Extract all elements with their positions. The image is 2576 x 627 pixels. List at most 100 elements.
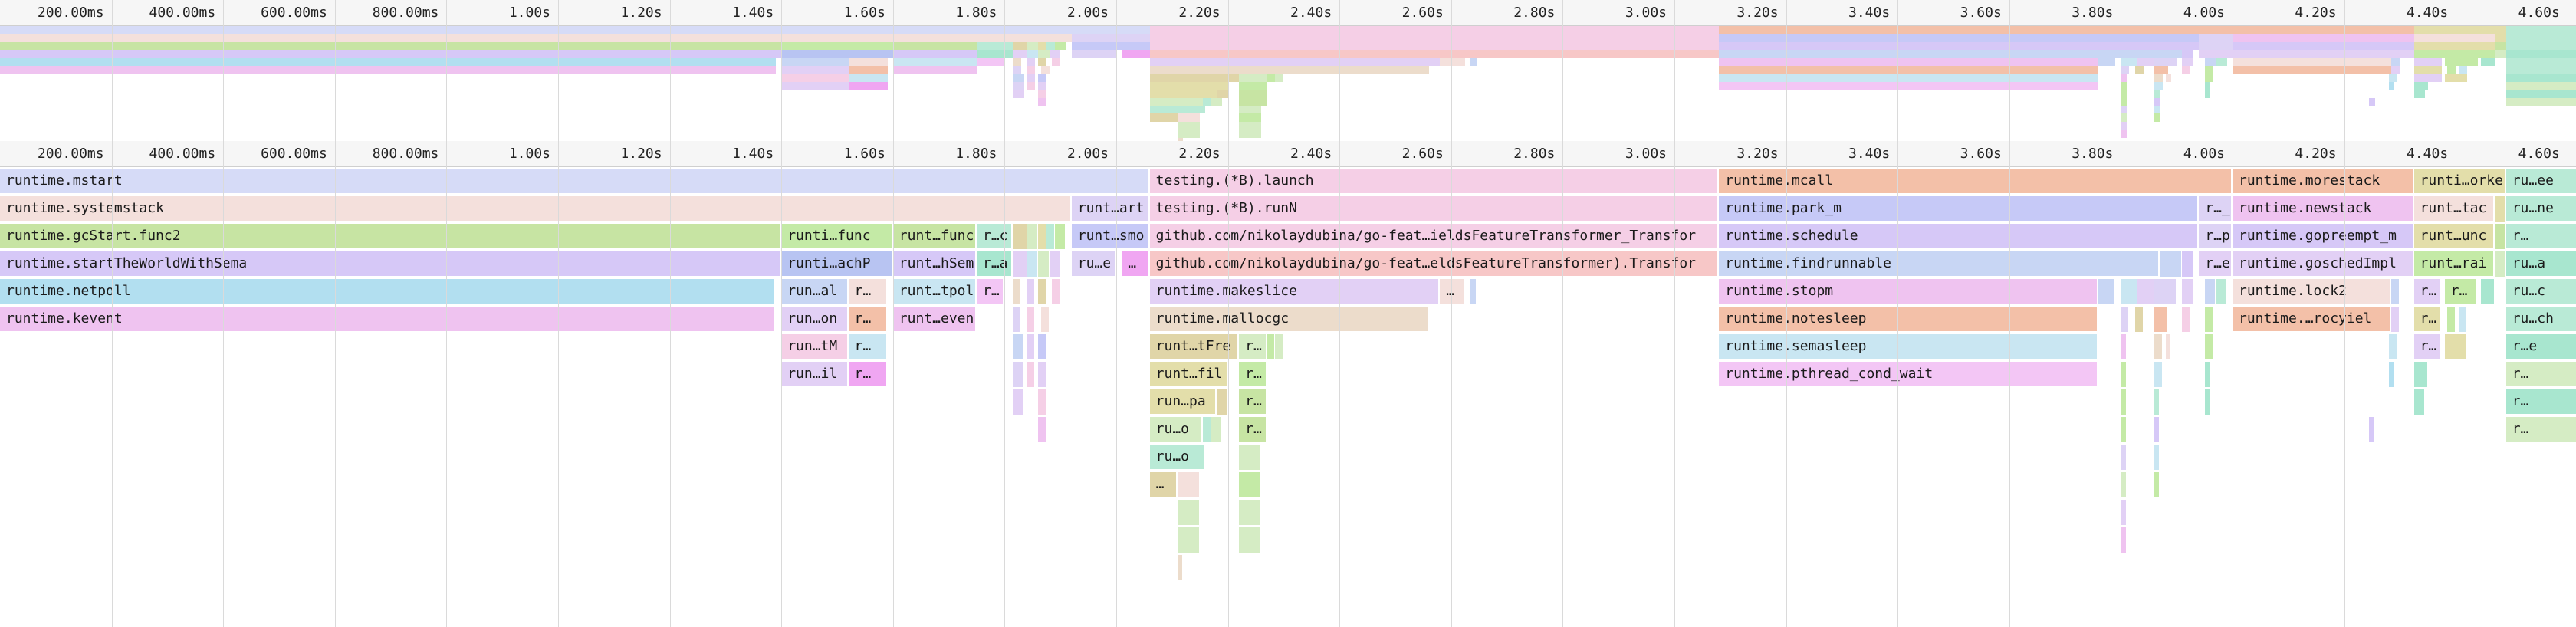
flame-frame[interactable]: r… (2505, 389, 2576, 415)
flame-frame[interactable]: r… (2444, 279, 2479, 305)
flame-frame[interactable] (2216, 279, 2227, 305)
flame-frame[interactable] (2165, 334, 2171, 360)
flame-frame[interactable] (1239, 527, 1262, 553)
flame-frame[interactable] (1040, 307, 1050, 333)
flame-frame[interactable] (2444, 334, 2467, 360)
flame-frame[interactable]: r…e (2199, 251, 2233, 277)
flame-frame[interactable]: r… (1239, 362, 1267, 388)
flame-frame[interactable]: runtime.mallocgc (1149, 307, 1429, 333)
flame-frame[interactable]: testing.(*B).runN (1149, 196, 1720, 222)
flame-frame[interactable]: r…c (977, 224, 1014, 250)
flame-frame[interactable]: r… (2413, 307, 2442, 333)
flame-frame[interactable]: r…a (977, 251, 1014, 277)
flame-frame[interactable] (1038, 279, 1046, 305)
flame-frame[interactable]: runti…achP (781, 251, 893, 277)
flame-frame[interactable] (2413, 389, 2426, 415)
flame-frame[interactable] (1013, 279, 1022, 305)
flame-frame[interactable]: … (1149, 472, 1178, 498)
flame-frame[interactable] (1038, 417, 1046, 443)
flame-frame[interactable]: testing.(*B).launch (1149, 169, 1720, 195)
flame-frame[interactable]: runtime.goschedImpl (2233, 251, 2414, 277)
flame-frame[interactable] (1038, 389, 1046, 415)
flame-frame[interactable]: r… (848, 307, 888, 333)
flame-frame[interactable]: run…al (781, 279, 849, 305)
flame-frame[interactable]: runt…tac (2413, 196, 2496, 222)
flame-frame[interactable] (2121, 527, 2127, 553)
flame-frame[interactable]: ru…ee (2505, 169, 2576, 195)
flame-frame[interactable]: runtime.newstack (2233, 196, 2414, 222)
flame-frame[interactable] (1038, 224, 1046, 250)
flame-frame[interactable]: r… (2413, 334, 2442, 360)
flame-frame[interactable]: runti…func (781, 224, 893, 250)
flame-frame[interactable] (1027, 279, 1036, 305)
flame-frame[interactable] (1178, 555, 1184, 581)
flame-frame[interactable] (2121, 500, 2127, 526)
flame-frame[interactable] (2182, 251, 2194, 277)
flame-frame[interactable] (1178, 472, 1201, 498)
flame-frame[interactable]: run…tM (781, 334, 849, 360)
flame-frame[interactable]: runt…unc (2413, 224, 2496, 250)
flame-frame[interactable]: runt…smo (1071, 224, 1150, 250)
flame-frame[interactable]: r…_ (2199, 196, 2233, 222)
flame-frame[interactable] (2458, 307, 2467, 333)
flame-frame[interactable] (1275, 334, 1284, 360)
flame-frame[interactable] (2204, 279, 2216, 305)
flame-frame[interactable]: runtime.startTheWorldWithSema (0, 251, 782, 277)
flame-frame[interactable] (1013, 334, 1024, 360)
flame-frame[interactable]: r… (1239, 334, 1267, 360)
flame-frame[interactable]: r… (2505, 362, 2576, 388)
flame-frame[interactable] (1013, 307, 1022, 333)
flame-frame[interactable]: runtime.mstart (0, 169, 1150, 195)
flame-frame[interactable]: r… (977, 279, 1005, 305)
flame-frame[interactable]: runtime.findrunnable (1719, 251, 2160, 277)
flame-frame[interactable] (2391, 307, 2400, 333)
flame-frame[interactable] (1013, 251, 1027, 277)
flame-frame[interactable] (1027, 334, 1036, 360)
flame-frame[interactable] (1217, 389, 1228, 415)
flame-frame[interactable] (1013, 224, 1027, 250)
flame-frame[interactable]: runtime.systemstack (0, 196, 1072, 222)
flame-frame[interactable] (2495, 224, 2506, 250)
flame-frame[interactable] (2447, 307, 2456, 333)
flame-frame[interactable]: runtime.lock2 (2233, 279, 2392, 305)
flame-frame[interactable] (1038, 362, 1046, 388)
flame-frame[interactable]: r… (2505, 417, 2576, 443)
flame-frame[interactable]: ru…ch (2505, 307, 2576, 333)
flame-frame[interactable]: run…pa (1149, 389, 1217, 415)
flame-frame[interactable] (1052, 279, 1061, 305)
flame-frame[interactable] (1178, 500, 1201, 526)
flame-frame[interactable] (1239, 500, 1262, 526)
flame-frame[interactable]: ru…e (1071, 251, 1116, 277)
flame-frame[interactable] (2388, 362, 2395, 388)
flame-frame[interactable] (2204, 307, 2213, 333)
flame-frame[interactable] (2204, 362, 2210, 388)
flame-frame[interactable] (2204, 334, 2213, 360)
flame-frame[interactable]: r… (2413, 279, 2442, 305)
flame-frame[interactable] (1027, 362, 1036, 388)
flame-frame[interactable]: runtime.gcStart.func2 (0, 224, 782, 250)
flame-frame[interactable] (2121, 334, 2127, 360)
flame-frame[interactable]: runti…orke (2413, 169, 2506, 195)
flame-frame[interactable] (2154, 389, 2160, 415)
flame-frame[interactable] (2121, 389, 2127, 415)
flame-frame[interactable] (2154, 362, 2163, 388)
flame-frame[interactable] (1239, 472, 1262, 498)
flame-frame[interactable]: runt…even (892, 307, 977, 333)
flame-frame[interactable] (1038, 251, 1050, 277)
flame-frame[interactable] (1038, 334, 1046, 360)
flame-frame[interactable] (2154, 307, 2169, 333)
flame-frame[interactable]: runtime.stopm (1719, 279, 2099, 305)
flame-frame[interactable] (2121, 417, 2127, 443)
flame-frame[interactable] (1239, 445, 1262, 471)
flame-frame[interactable] (1267, 334, 1276, 360)
flame-frame[interactable] (2154, 417, 2160, 443)
flame-frame[interactable] (1027, 224, 1039, 250)
flame-frame[interactable]: r… (1239, 417, 1267, 443)
flame-chart[interactable]: runtime.mstart runtime.systemstack runt…ar… (0, 169, 2576, 627)
flame-frame[interactable]: runtime.pthread_cond_wait (1719, 362, 2099, 388)
flame-frame[interactable]: runtime.notesleep (1719, 307, 2099, 333)
flame-frame[interactable]: runtime.semasleep (1719, 334, 2099, 360)
flame-frame[interactable] (1049, 251, 1061, 277)
flame-frame[interactable]: github.com/nikolaydubina/go-feat…ieldsFe… (1149, 224, 1720, 250)
flame-frame[interactable]: runtime.…rocyiel (2233, 307, 2392, 333)
